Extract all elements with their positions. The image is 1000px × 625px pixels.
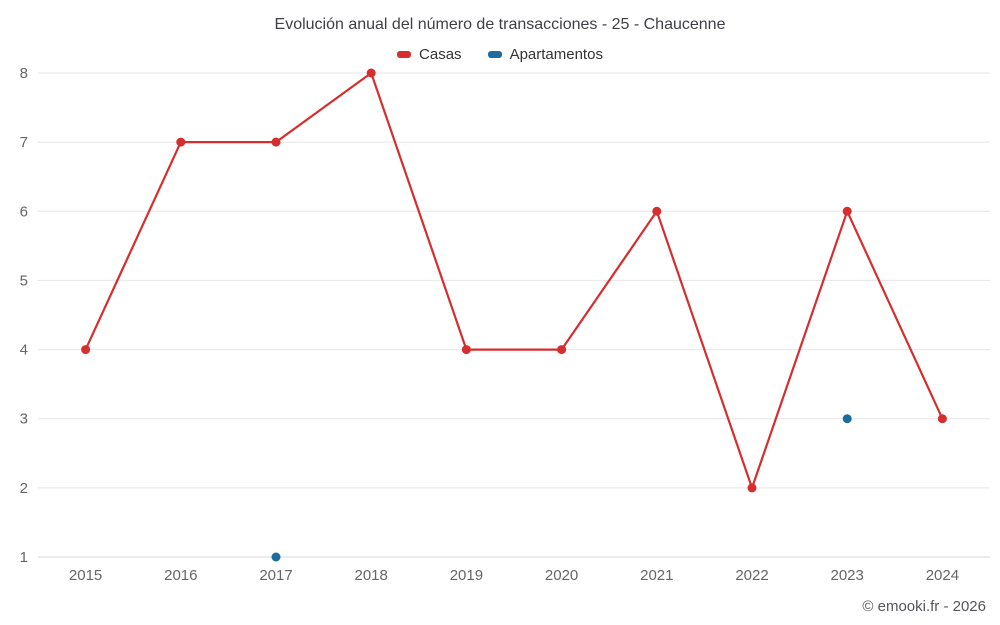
y-axis-tick-label: 2 bbox=[20, 480, 28, 497]
y-axis-tick-label: 7 bbox=[20, 134, 28, 151]
x-axis-tick-label: 2021 bbox=[640, 567, 673, 584]
data-point-casas-2018[interactable] bbox=[366, 68, 376, 78]
data-point-casas-2021[interactable] bbox=[652, 206, 662, 216]
x-axis-tick-label: 2020 bbox=[545, 567, 578, 584]
data-point-casas-2019[interactable] bbox=[461, 345, 471, 355]
casas-series-marker-icon bbox=[397, 51, 412, 58]
y-axis-tick-label: 3 bbox=[20, 411, 28, 428]
legend-item-casas[interactable]: Casas bbox=[397, 46, 462, 63]
data-point-apartamentos-2017[interactable] bbox=[271, 552, 281, 562]
x-axis-tick-label: 2019 bbox=[450, 567, 483, 584]
x-axis-tick-label: 2015 bbox=[69, 567, 102, 584]
data-point-casas-2015[interactable] bbox=[81, 345, 91, 355]
x-axis-tick-label: 2017 bbox=[259, 567, 292, 584]
x-axis-tick-label: 2024 bbox=[926, 567, 959, 584]
legend-label-casas: Casas bbox=[419, 46, 462, 63]
chart-title: Evolución anual del número de transaccio… bbox=[274, 16, 726, 33]
data-point-casas-2022[interactable] bbox=[747, 483, 757, 493]
data-point-casas-2017[interactable] bbox=[271, 137, 281, 147]
y-axis-tick-label: 6 bbox=[20, 203, 28, 220]
data-point-casas-2020[interactable] bbox=[557, 345, 567, 355]
y-axis-tick-label: 4 bbox=[20, 342, 28, 359]
series-line-casas bbox=[84, 71, 944, 489]
data-point-apartamentos-2023[interactable] bbox=[842, 414, 852, 424]
data-point-casas-2016[interactable] bbox=[176, 137, 186, 147]
x-axis-tick-label: 2022 bbox=[735, 567, 768, 584]
legend: Casas Apartamentos bbox=[0, 46, 1000, 63]
x-axis-tick-label: 2016 bbox=[164, 567, 197, 584]
y-axis-tick-label: 1 bbox=[20, 549, 28, 566]
x-axis-tick-label: 2023 bbox=[831, 567, 864, 584]
legend-item-apartamentos[interactable]: Apartamentos bbox=[487, 46, 603, 63]
data-point-casas-2024[interactable] bbox=[937, 414, 947, 424]
copyright: © emooki.fr - 2026 bbox=[862, 598, 986, 615]
apartamentos-series-marker-icon bbox=[487, 51, 502, 58]
legend-label-apartamentos: Apartamentos bbox=[509, 46, 603, 63]
data-point-casas-2023[interactable] bbox=[842, 206, 852, 216]
x-axis-tick-label: 2018 bbox=[355, 567, 388, 584]
y-axis-tick-label: 8 bbox=[20, 65, 28, 82]
y-axis-tick-label: 5 bbox=[20, 272, 28, 289]
